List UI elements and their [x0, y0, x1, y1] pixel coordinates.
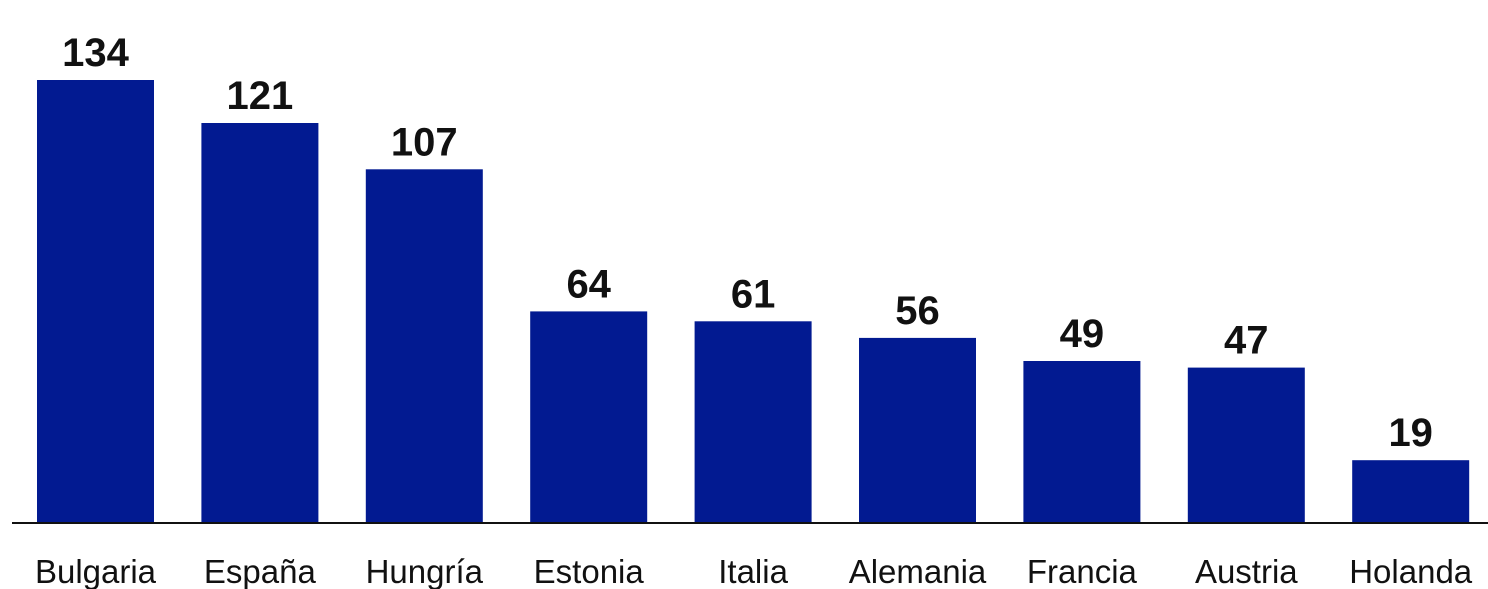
value-label-hungría: 107 [391, 120, 458, 164]
bar-alemania [859, 337, 976, 523]
category-label-españa: España [204, 553, 317, 589]
bars-group [37, 80, 1470, 524]
category-label-bulgaria: Bulgaria [35, 553, 157, 589]
bar-holanda [1352, 460, 1470, 523]
category-label-francia: Francia [1027, 553, 1138, 589]
category-label-italia: Italia [718, 553, 788, 589]
category-label-hungría: Hungría [366, 553, 484, 589]
bar-italia [694, 321, 812, 523]
value-label-alemania: 56 [895, 289, 940, 333]
bar-españa [201, 123, 319, 523]
category-label-holanda: Holanda [1349, 553, 1473, 589]
bar-bulgaria [37, 80, 154, 523]
value-label-italia: 61 [731, 272, 776, 316]
value-label-bulgaria: 134 [62, 31, 129, 75]
category-labels-group: Bulgaria España Hungría Estonia Italia Aleman… [35, 553, 1473, 589]
value-label-francia: 49 [1060, 312, 1105, 356]
value-label-austria: 47 [1224, 319, 1269, 363]
bar-austria [1187, 367, 1305, 523]
category-label-austria: Austria [1195, 553, 1298, 589]
bar-francia [1023, 361, 1141, 523]
bar-hungría [365, 169, 483, 524]
category-label-alemania: Alemania [849, 553, 987, 589]
category-label-estonia: Estonia [534, 553, 645, 589]
value-label-estonia: 64 [566, 262, 611, 306]
value-labels-group: 134 121 107 64 61 56 49 47 19 [62, 31, 1433, 455]
value-label-holanda: 19 [1388, 411, 1433, 455]
bar-estonia [530, 311, 648, 523]
value-label-españa: 121 [227, 74, 294, 118]
